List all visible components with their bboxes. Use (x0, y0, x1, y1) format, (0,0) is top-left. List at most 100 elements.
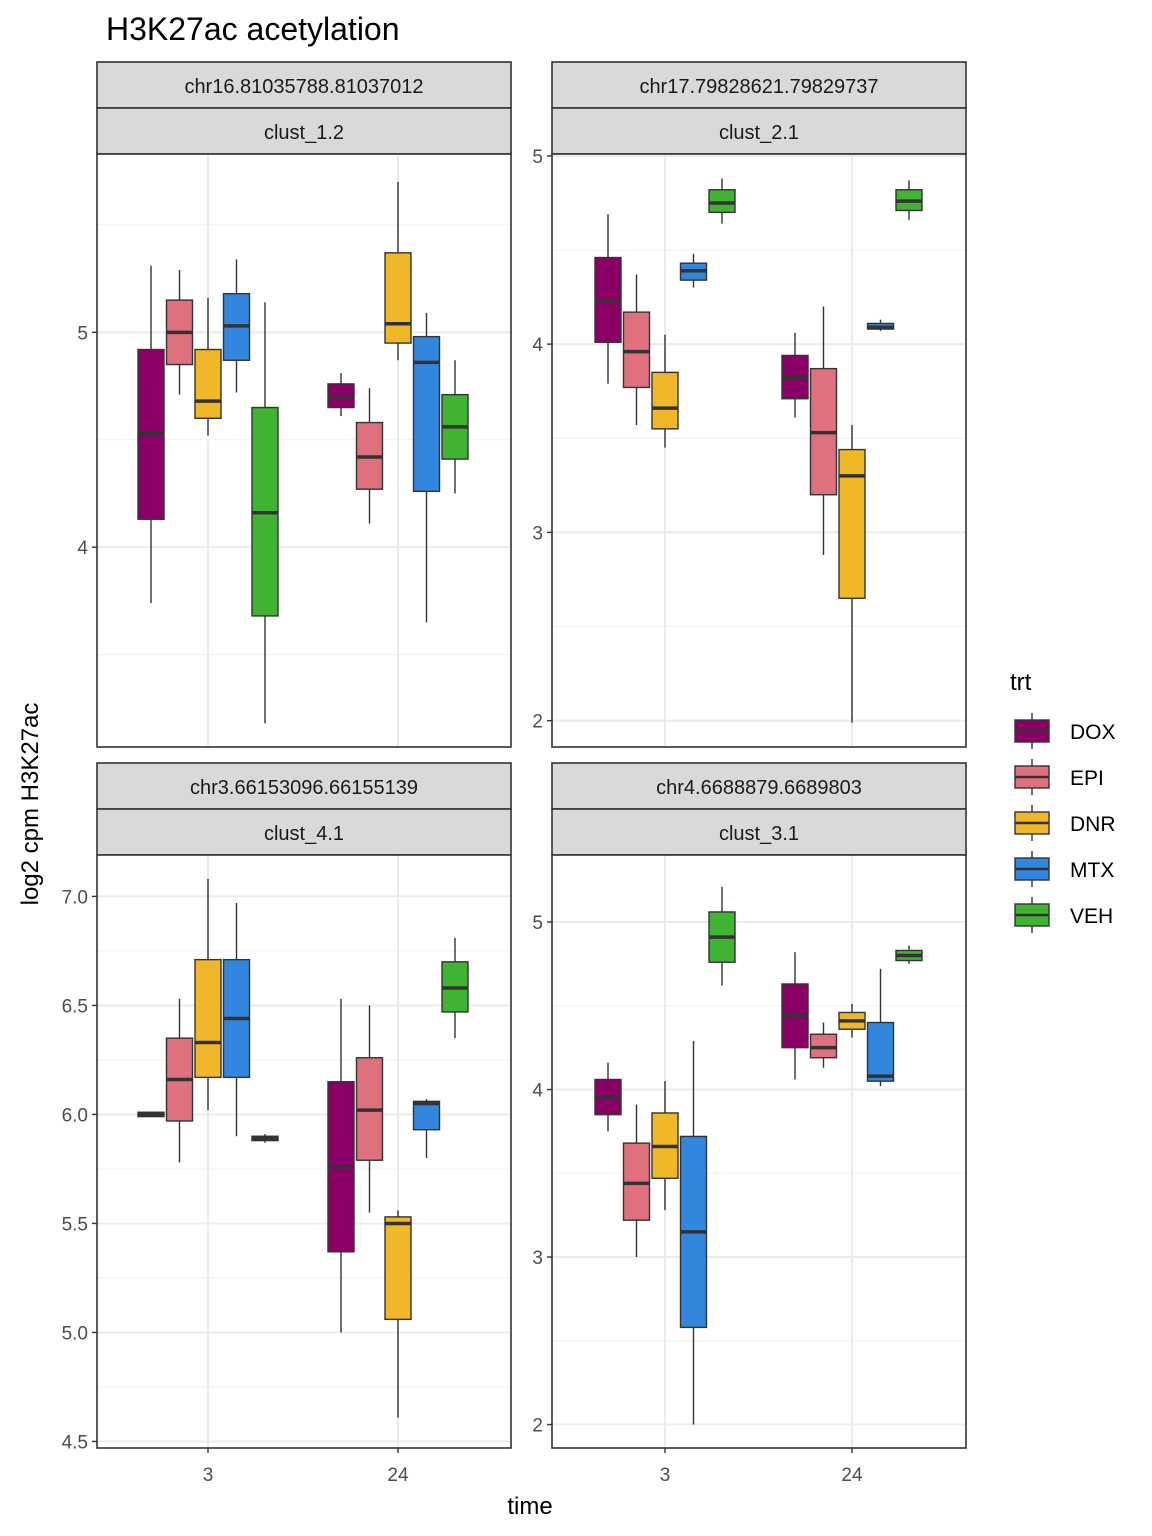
box-veh-3 (708, 886, 736, 986)
box-body (384, 252, 412, 344)
box-epi-24 (355, 388, 384, 524)
facet-strip-top (551, 61, 967, 109)
box-dnr-3 (194, 878, 222, 1111)
y-tick-label: 4 (77, 538, 88, 559)
y-tick-label: 6.5 (62, 996, 88, 1017)
legend-label: MTX (1070, 859, 1114, 882)
box-dnr-24 (384, 1210, 412, 1418)
box-body (708, 189, 736, 214)
plot-background (97, 855, 511, 1448)
legend: trt DOX EPI DNR MTX VEH (1010, 669, 1116, 933)
panel-border (96, 153, 512, 748)
box-veh-3 (251, 1134, 279, 1143)
y-tick-label: 6.0 (62, 1105, 88, 1126)
legend-item-dnr: DNR (1014, 805, 1116, 841)
y-tick-label: 3 (532, 1248, 543, 1269)
box-mtx-24 (866, 319, 895, 331)
box-mtx-3 (222, 902, 251, 1137)
box-body (194, 348, 222, 419)
facet-strip-bottom-label: clust_4.1 (264, 823, 344, 845)
facet-strip-top-label: chr16.81035788.81037012 (184, 76, 423, 98)
box-mtx-3 (679, 253, 708, 288)
facet-panels: chr16.81035788.81037012clust_1.245chr17.… (62, 61, 967, 1486)
x-tick-label: 3 (203, 1465, 214, 1486)
box-body (651, 371, 679, 430)
legend-item-mtx: MTX (1014, 851, 1114, 887)
box-veh-3 (251, 302, 279, 724)
box-epi-3 (165, 998, 194, 1163)
legend-title: trt (1010, 669, 1032, 696)
facet-panel: chr3.66153096.66155139 clust_4.1 4.5 5.0 5.5… (62, 762, 512, 1486)
box-dox-3 (594, 1062, 622, 1132)
box-veh-24 (441, 937, 469, 1039)
legend-item-dox: DOX (1014, 713, 1116, 749)
box-epi-3 (622, 1104, 651, 1258)
plot-background (552, 154, 966, 747)
box-dox-3 (137, 1111, 165, 1118)
facet-strip-top (551, 762, 967, 810)
facet-strip-bottom-label: clust_2.1 (719, 122, 799, 144)
y-tick-label: 5.5 (62, 1214, 88, 1235)
box-dox-24 (327, 998, 355, 1333)
box-body (412, 1100, 441, 1131)
panel-border (551, 854, 967, 1449)
y-tick-label: 4 (532, 335, 543, 356)
facet-strip-bottom-label: clust_3.1 (719, 823, 799, 845)
legend-item-veh: VEH (1014, 897, 1113, 933)
panel-border (551, 153, 967, 748)
facet-strip-bottom (551, 107, 967, 155)
box-dnr-3 (651, 1081, 679, 1211)
box-dox-3 (594, 214, 622, 384)
x-tick-label: 24 (387, 1465, 409, 1486)
box-mtx-24 (866, 968, 895, 1087)
facet-strip-top-label: chr4.6688879.6689803 (656, 777, 862, 799)
y-tick-label: 2 (532, 712, 543, 733)
facet-strip-bottom-label: clust_1.2 (264, 122, 344, 144)
y-tick-label: 7.0 (62, 887, 88, 908)
facet-strip-bottom (551, 808, 967, 856)
plot-background (552, 855, 966, 1448)
x-tick-label: 24 (841, 1465, 863, 1486)
y-axis-label: log2 cpm H3K27ac (17, 703, 44, 906)
y-tick-label: 5.0 (62, 1323, 88, 1344)
x-tick-label: 3 (660, 1465, 671, 1486)
box-body (866, 1021, 895, 1082)
panel-border (96, 854, 512, 1449)
x-axis-label: time (507, 1493, 552, 1520)
box-body (384, 1216, 412, 1321)
box-dnr-3 (194, 297, 222, 436)
box-epi-3 (622, 274, 651, 426)
box-mtx-3 (222, 259, 251, 393)
box-dnr-24 (838, 1004, 866, 1038)
box-mtx-24 (412, 312, 441, 623)
box-dnr-24 (838, 425, 866, 723)
box-body (412, 335, 441, 493)
box-veh-24 (895, 180, 923, 220)
box-dox-24 (781, 332, 809, 418)
box-veh-3 (708, 178, 736, 224)
y-tick-label: 5 (532, 147, 543, 168)
legend-label: VEH (1070, 905, 1113, 928)
box-mtx-3 (679, 1040, 708, 1425)
facet-panel: chr4.6688879.6689803 clust_3.1 2 3 4 5 3 24 (532, 762, 967, 1486)
box-body (838, 448, 866, 599)
box-dnr-24 (384, 181, 412, 361)
box-veh-24 (441, 360, 469, 494)
legend-label: DNR (1070, 813, 1116, 836)
box-dox-3 (137, 265, 165, 604)
facet-panel: chr17.79828621.79829737 clust_2.1 2 3 4 5 (532, 61, 967, 748)
facet-strip-top-label: chr3.66153096.66155139 (190, 777, 418, 799)
box-dnr-3 (651, 334, 679, 448)
y-tick-label: 2 (532, 1416, 543, 1437)
facet-panel: chr16.81035788.81037012 clust_1.2 4 5 (77, 61, 512, 748)
box-dox-24 (327, 373, 355, 417)
box-epi-24 (809, 306, 838, 555)
legend-label: EPI (1070, 767, 1104, 790)
chart-title: H3K27ac acetylation (106, 11, 400, 47)
box-epi-24 (355, 1005, 384, 1213)
box-dox-24 (781, 952, 809, 1080)
y-tick-label: 5 (77, 323, 88, 344)
box-mtx-24 (412, 1099, 441, 1159)
y-tick-label: 4.5 (62, 1432, 88, 1453)
legend-label: DOX (1070, 721, 1116, 744)
